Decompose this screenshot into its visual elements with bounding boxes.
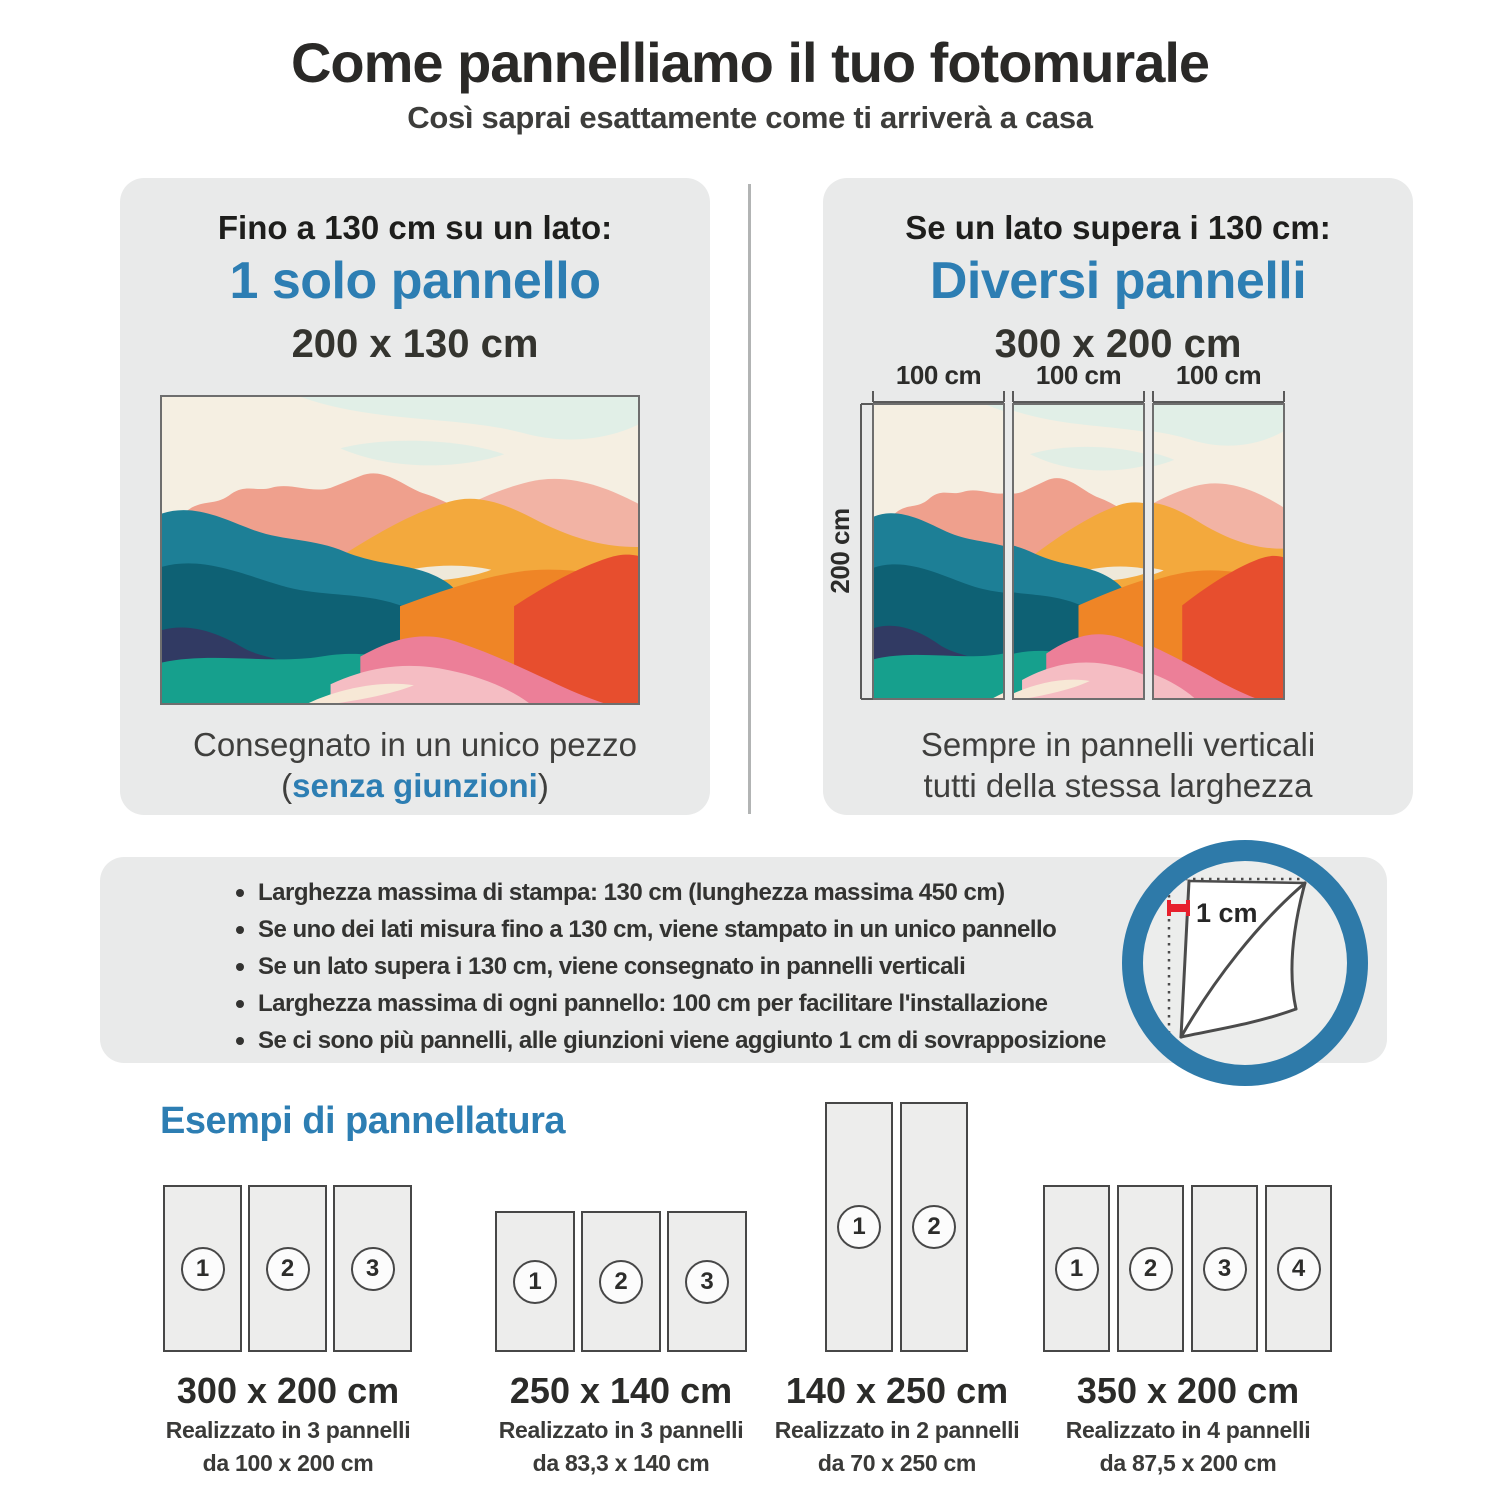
caption-line2: tutti della stessa larghezza	[923, 767, 1313, 804]
example-size: 350 x 200 cm	[1076, 1370, 1300, 1411]
overlap-measure-label: 1 cm	[1196, 898, 1258, 928]
examples-heading: Esempi di pannellatura	[160, 1100, 566, 1142]
single-panel-size: 200 x 130 cm	[291, 322, 539, 366]
example-desc: Realizzato in 3 pannelli	[498, 1417, 744, 1443]
mural-panel	[1152, 403, 1285, 700]
single-panel-card: Fino a 130 cm su un lato: 1 solo pannell…	[120, 178, 710, 815]
example-caption: 350 x 200 cm Realizzato in 4 pannelli da…	[1018, 1368, 1358, 1480]
panel-number-badge: 2	[265, 1246, 310, 1291]
rules-list: Larghezza massima di stampa: 130 cm (lun…	[236, 874, 1106, 1059]
caption-line2: (senza giunzioni)	[281, 767, 549, 804]
example-panel: 2	[248, 1185, 327, 1352]
panel-number-badge: 2	[912, 1205, 956, 1249]
width-label: 100 cm	[1175, 360, 1262, 390]
mural-artwork	[160, 395, 640, 705]
example-panel: 2	[1117, 1185, 1184, 1352]
example-desc: da 87,5 x 200 cm	[1099, 1450, 1277, 1476]
example-panel: 3	[667, 1211, 747, 1352]
multi-panel-size: 300 x 200 cm	[994, 322, 1242, 366]
example-panel: 3	[333, 1185, 412, 1352]
panel-number-badge: 1	[837, 1205, 881, 1249]
panel-number-badge: 2	[1128, 1246, 1173, 1291]
panel-number-badge: 4	[1276, 1246, 1321, 1291]
example-desc: Realizzato in 3 pannelli	[165, 1417, 411, 1443]
measured-artwork: 100 cm 100 cm 100 cm 200 cm	[825, 360, 1285, 700]
example-caption: 140 x 250 cm Realizzato in 2 pannelli da…	[727, 1368, 1067, 1480]
rule-item: Se ci sono più pannelli, alle giunzioni …	[236, 1022, 1106, 1059]
multi-panel-condition: Se un lato supera i 130 cm:	[905, 209, 1331, 246]
example-panels: 1 2 3 4	[1043, 1185, 1332, 1352]
width-labels: 100 cm 100 cm 100 cm	[872, 360, 1285, 390]
caption-line1: Consegnato in un unico pezzo	[193, 726, 637, 763]
example-panel: 1	[1043, 1185, 1110, 1352]
dimension-bracket-icon	[872, 391, 1005, 403]
panel-number-badge: 2	[599, 1259, 643, 1304]
dimension-bracket-icon	[1152, 391, 1285, 403]
example-panel: 1	[163, 1185, 242, 1352]
rule-item: Se un lato supera i 130 cm, viene conseg…	[236, 948, 1106, 985]
single-panel-caption: Consegnato in un unico pezzo (senza giun…	[120, 724, 710, 806]
example-desc: da 100 x 200 cm	[202, 1450, 374, 1476]
mural-panel	[1012, 403, 1145, 700]
panel-number-badge: 3	[1202, 1246, 1247, 1291]
rule-item: Larghezza massima di ogni pannello: 100 …	[236, 985, 1106, 1022]
example-panel: 1	[495, 1211, 575, 1352]
height-label: 200 cm	[824, 508, 855, 594]
example-size: 250 x 140 cm	[509, 1370, 733, 1411]
example-panel: 2	[900, 1102, 968, 1352]
mural-panels	[872, 403, 1285, 700]
cards-divider	[748, 184, 751, 814]
caption-highlight: senza giunzioni	[292, 767, 538, 804]
width-label: 100 cm	[895, 360, 982, 390]
example-panels: 1 2	[825, 1102, 968, 1352]
height-bracket-icon	[860, 403, 873, 700]
example-caption: 250 x 140 cm Realizzato in 3 pannelli da…	[451, 1368, 791, 1480]
caption-line1: Sempre in pannelli verticali	[920, 726, 1316, 763]
example-desc: Realizzato in 4 pannelli	[1065, 1417, 1311, 1443]
example-size: 300 x 200 cm	[176, 1370, 400, 1411]
width-label: 100 cm	[1035, 360, 1122, 390]
multi-panel-card: Se un lato supera i 130 cm: Diversi pann…	[823, 178, 1413, 815]
example-size: 140 x 250 cm	[785, 1370, 1009, 1411]
example-desc: da 70 x 250 cm	[817, 1450, 977, 1476]
panel-number-badge: 3	[350, 1246, 395, 1291]
example-caption: 300 x 200 cm Realizzato in 3 pannelli da…	[118, 1368, 458, 1480]
single-panel-condition: Fino a 130 cm su un lato:	[217, 209, 613, 246]
example-panels: 1 2 3	[495, 1211, 747, 1352]
dimension-bracket-icon	[1012, 391, 1145, 403]
width-brackets	[872, 390, 1285, 403]
page-curl-icon: 1 cm	[1167, 877, 1315, 1043]
example-panel: 3	[1191, 1185, 1258, 1352]
example-desc: da 83,3 x 140 cm	[532, 1450, 710, 1476]
example-panel: 1	[825, 1102, 893, 1352]
panel-number-badge: 1	[513, 1259, 557, 1304]
example-panel: 4	[1265, 1185, 1332, 1352]
page-subtitle: Così saprai esattamente come ti arriverà…	[407, 100, 1093, 135]
panel-number-badge: 1	[1054, 1246, 1099, 1291]
example-panels: 1 2 3	[163, 1185, 412, 1352]
example-desc: Realizzato in 2 pannelli	[774, 1417, 1020, 1443]
page-title: Come pannelliamo il tuo fotomurale	[290, 31, 1210, 94]
multi-panel-caption: Sempre in pannelli verticali tutti della…	[823, 724, 1413, 806]
example-panel: 2	[581, 1211, 661, 1352]
rule-item: Se uno dei lati misura fino a 130 cm, vi…	[236, 911, 1106, 948]
mural-panel	[872, 403, 1005, 700]
rule-item: Larghezza massima di stampa: 130 cm (lun…	[236, 874, 1106, 911]
single-panel-headline: 1 solo pannello	[229, 252, 602, 310]
panel-number-badge: 1	[180, 1246, 225, 1291]
multi-panel-headline: Diversi pannelli	[929, 252, 1307, 310]
overlap-badge: 1 cm	[1122, 840, 1368, 1086]
panel-number-badge: 3	[685, 1259, 729, 1304]
